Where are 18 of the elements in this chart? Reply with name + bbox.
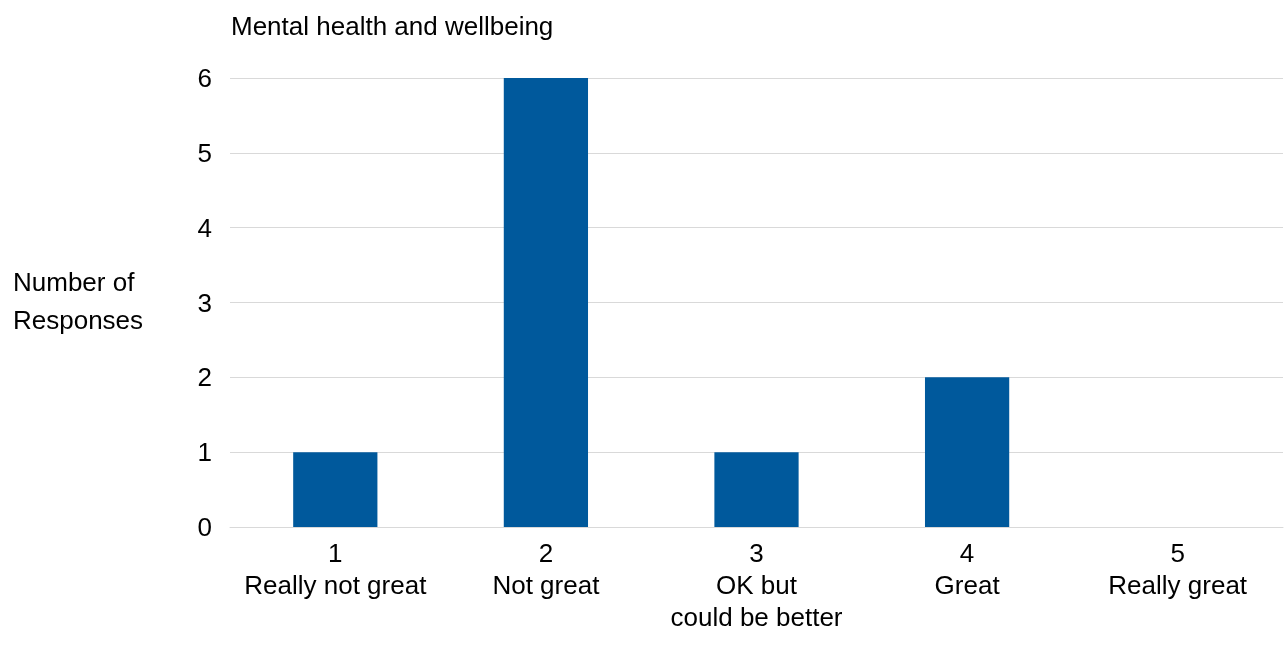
bar [503,78,589,527]
y-axis-title: Number of Responses [13,267,144,335]
bar [924,377,1010,527]
y-tick-label: 4 [197,212,212,243]
y-tick-label: 6 [197,63,212,93]
bar [714,452,799,527]
x-tick-label: 4 Great [934,538,1001,600]
x-tick-label: 5 Really great [1108,538,1248,600]
x-tick-label: 1 Really not great [244,538,428,600]
x-tick-label: 2 Not great [492,538,601,600]
x-tick-label: 3 OK but could be better [670,538,843,632]
y-tick-label: 2 [197,362,212,393]
chart-title: Mental health and wellbeing [231,11,554,41]
y-tick-label: 1 [197,437,212,468]
y-tick-label: 0 [197,512,212,542]
y-tick-label: 3 [197,287,212,318]
bar [293,452,378,527]
y-tick-label: 5 [197,137,212,168]
